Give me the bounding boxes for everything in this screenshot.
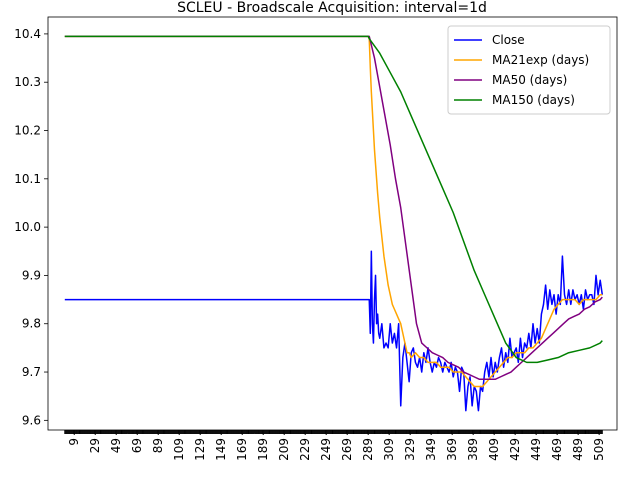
series-line-close [64, 250, 604, 412]
x-tick-label: 169 [235, 438, 249, 461]
x-tick-label: 49 [109, 438, 123, 453]
legend-box [447, 25, 611, 115]
x-tick-label: 389 [466, 438, 480, 461]
x-tick-label: 149 [214, 438, 228, 461]
series-line-ma150-days [64, 35, 603, 364]
legend-label: MA150 (days) [492, 93, 575, 107]
y-tick-label: 10.0 [14, 220, 41, 234]
y-tick-label: 9.9 [22, 268, 41, 282]
x-tick-label: 509 [592, 438, 606, 461]
x-tick-label: 29 [88, 438, 102, 453]
y-tick-label: 9.7 [22, 365, 41, 379]
x-tick-label: 229 [298, 438, 312, 461]
x-tick-label: 209 [277, 438, 291, 461]
series-line-ma50-days [64, 35, 603, 381]
x-tick-label: 329 [403, 438, 417, 461]
series-line-ma21exp-days [64, 35, 603, 388]
x-axis-minor-ticks [64, 430, 603, 434]
x-tick-label: 9 [67, 438, 81, 446]
y-tick-label: 10.4 [14, 27, 41, 41]
legend-label: MA50 (days) [492, 73, 567, 87]
y-tick-label: 9.6 [22, 413, 41, 427]
x-tick-label: 109 [172, 438, 186, 461]
x-tick-label: 489 [571, 438, 585, 461]
x-tick-label: 89 [151, 438, 165, 453]
x-tick-label: 409 [487, 438, 501, 461]
y-tick-label: 10.2 [14, 124, 41, 138]
x-tick-label: 289 [361, 438, 375, 461]
x-tick-label: 309 [382, 438, 396, 461]
x-tick-label: 69 [130, 438, 144, 453]
legend-label: MA21exp (days) [492, 53, 589, 67]
x-tick-label: 449 [529, 438, 543, 461]
chart-title: SCLEU - Broadscale Acquisition: interval… [177, 0, 487, 16]
x-tick-label: 249 [319, 438, 333, 461]
x-tick-label: 269 [340, 438, 354, 461]
y-tick-label: 9.8 [22, 317, 41, 331]
y-tick-label: 10.3 [14, 75, 41, 89]
plot-area: 9.6 9.7 9.8 9.9 10.0 10.1 10.2 10.3 10.4 9 29 49 69 8… [14, 16, 618, 461]
legend-label: Close [492, 33, 525, 47]
x-tick-label: 129 [193, 438, 207, 461]
x-tick-label: 349 [424, 438, 438, 461]
x-tick-label: 429 [508, 438, 522, 461]
x-tick-label: 369 [445, 438, 459, 461]
x-tick-label: 469 [550, 438, 564, 461]
y-tick-label: 10.1 [14, 172, 41, 186]
plot-frame [47, 16, 618, 431]
x-tick-label: 189 [256, 438, 270, 461]
